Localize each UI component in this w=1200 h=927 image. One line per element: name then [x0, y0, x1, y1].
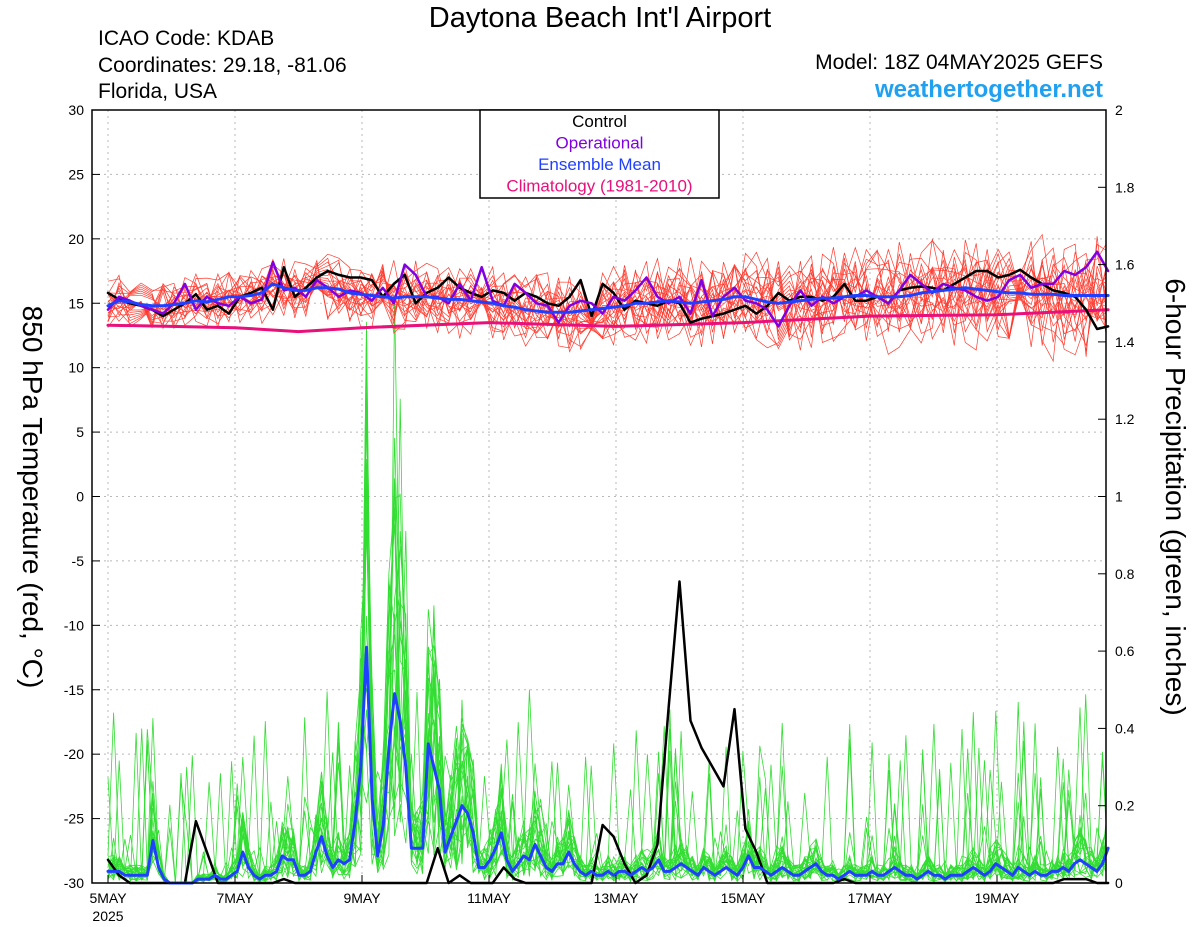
precip-mean-line	[106, 645, 1110, 885]
chart-title: Daytona Beach Int'l Airport	[428, 2, 772, 34]
x-tick-label: 15MAY	[721, 890, 767, 906]
temp-member-line	[107, 238, 1106, 349]
x-year-label: 2025	[92, 908, 123, 924]
y2-tick-label: 1	[1115, 489, 1123, 505]
temp-operational-line	[106, 250, 1110, 328]
y-tick-label: -30	[64, 875, 84, 891]
precip-member-line	[107, 321, 1106, 883]
y2-tick-label: 1.6	[1115, 257, 1135, 273]
y-tick-label: 20	[68, 231, 84, 247]
site-link[interactable]: weathertogether.net	[874, 76, 1103, 103]
y-tick-label: -25	[64, 811, 84, 827]
y-tick-label: 10	[68, 360, 84, 376]
x-tick-label: 9MAY	[343, 890, 381, 906]
y-tick-label: -20	[64, 746, 84, 762]
temp-member-line	[107, 233, 1106, 356]
legend-entry: Control	[572, 112, 627, 131]
precip-member-line	[107, 355, 1106, 883]
x-tick-label: 19MAY	[975, 890, 1021, 906]
y2-tick-label: 0	[1115, 875, 1123, 891]
precip-member-line	[107, 458, 1106, 883]
precip-member-line	[107, 418, 1106, 883]
temp-member-line	[107, 241, 1106, 346]
location: Florida, USA	[98, 80, 218, 103]
x-tick-label: 11MAY	[467, 890, 511, 906]
temp-mean-line	[106, 282, 1110, 314]
legend-entry: Climatology (1981-2010)	[506, 177, 692, 196]
precip-member-line	[107, 398, 1106, 883]
y2-tick-label: 0.8	[1115, 566, 1135, 582]
y-tick-label: 15	[68, 295, 84, 311]
legend-entry: Operational	[556, 134, 644, 153]
x-tick-label: 13MAY	[594, 890, 640, 906]
y-axis-label-left: 850 hPa Temperature (red, °C)	[17, 305, 48, 689]
y-tick-label: 25	[68, 166, 84, 182]
y2-tick-label: 0.4	[1115, 720, 1135, 736]
y2-tick-label: 1.8	[1115, 179, 1135, 195]
precip-member-line	[107, 296, 1106, 883]
icao-code: ICAO Code: KDAB	[98, 27, 275, 50]
temp-member-line	[107, 269, 1106, 328]
precip-member-line	[107, 391, 1106, 883]
y-tick-label: -15	[64, 682, 84, 698]
legend-box	[479, 109, 720, 199]
precip-member-line	[107, 328, 1106, 883]
y2-tick-label: 0.2	[1115, 798, 1135, 814]
temp-members	[107, 233, 1106, 363]
climatology-line	[106, 308, 1110, 334]
temp-member-line	[107, 253, 1106, 353]
precip-member-line	[107, 437, 1106, 883]
y2-tick-label: 2	[1115, 102, 1123, 118]
precip-member-line	[107, 402, 1106, 883]
x-tick-label: 5MAY	[89, 890, 127, 906]
coordinates: Coordinates: 29.18, -81.06	[98, 54, 347, 77]
y-tick-label: -5	[72, 553, 85, 569]
model-run: Model: 18Z 04MAY2025 GEFS	[815, 51, 1103, 74]
x-tick-label: 7MAY	[216, 890, 254, 906]
y-tick-label: -10	[64, 617, 84, 633]
legend-entry: Ensemble Mean	[538, 155, 661, 174]
plot-frame	[91, 109, 1107, 884]
y-axis-label-right: 6-hour Precipitation (green, inches)	[1160, 278, 1191, 716]
x-tick-label: 17MAY	[848, 890, 894, 906]
y2-tick-label: 0.6	[1115, 643, 1135, 659]
y-tick-label: 30	[68, 102, 84, 118]
y-tick-label: 5	[76, 424, 84, 440]
precip-members	[107, 296, 1106, 883]
temp-member-line	[107, 247, 1106, 347]
y2-tick-label: 1.4	[1115, 334, 1135, 350]
y2-tick-label: 1.2	[1115, 411, 1135, 427]
y-tick-label: 0	[76, 489, 84, 505]
temp-member-line	[107, 236, 1106, 363]
